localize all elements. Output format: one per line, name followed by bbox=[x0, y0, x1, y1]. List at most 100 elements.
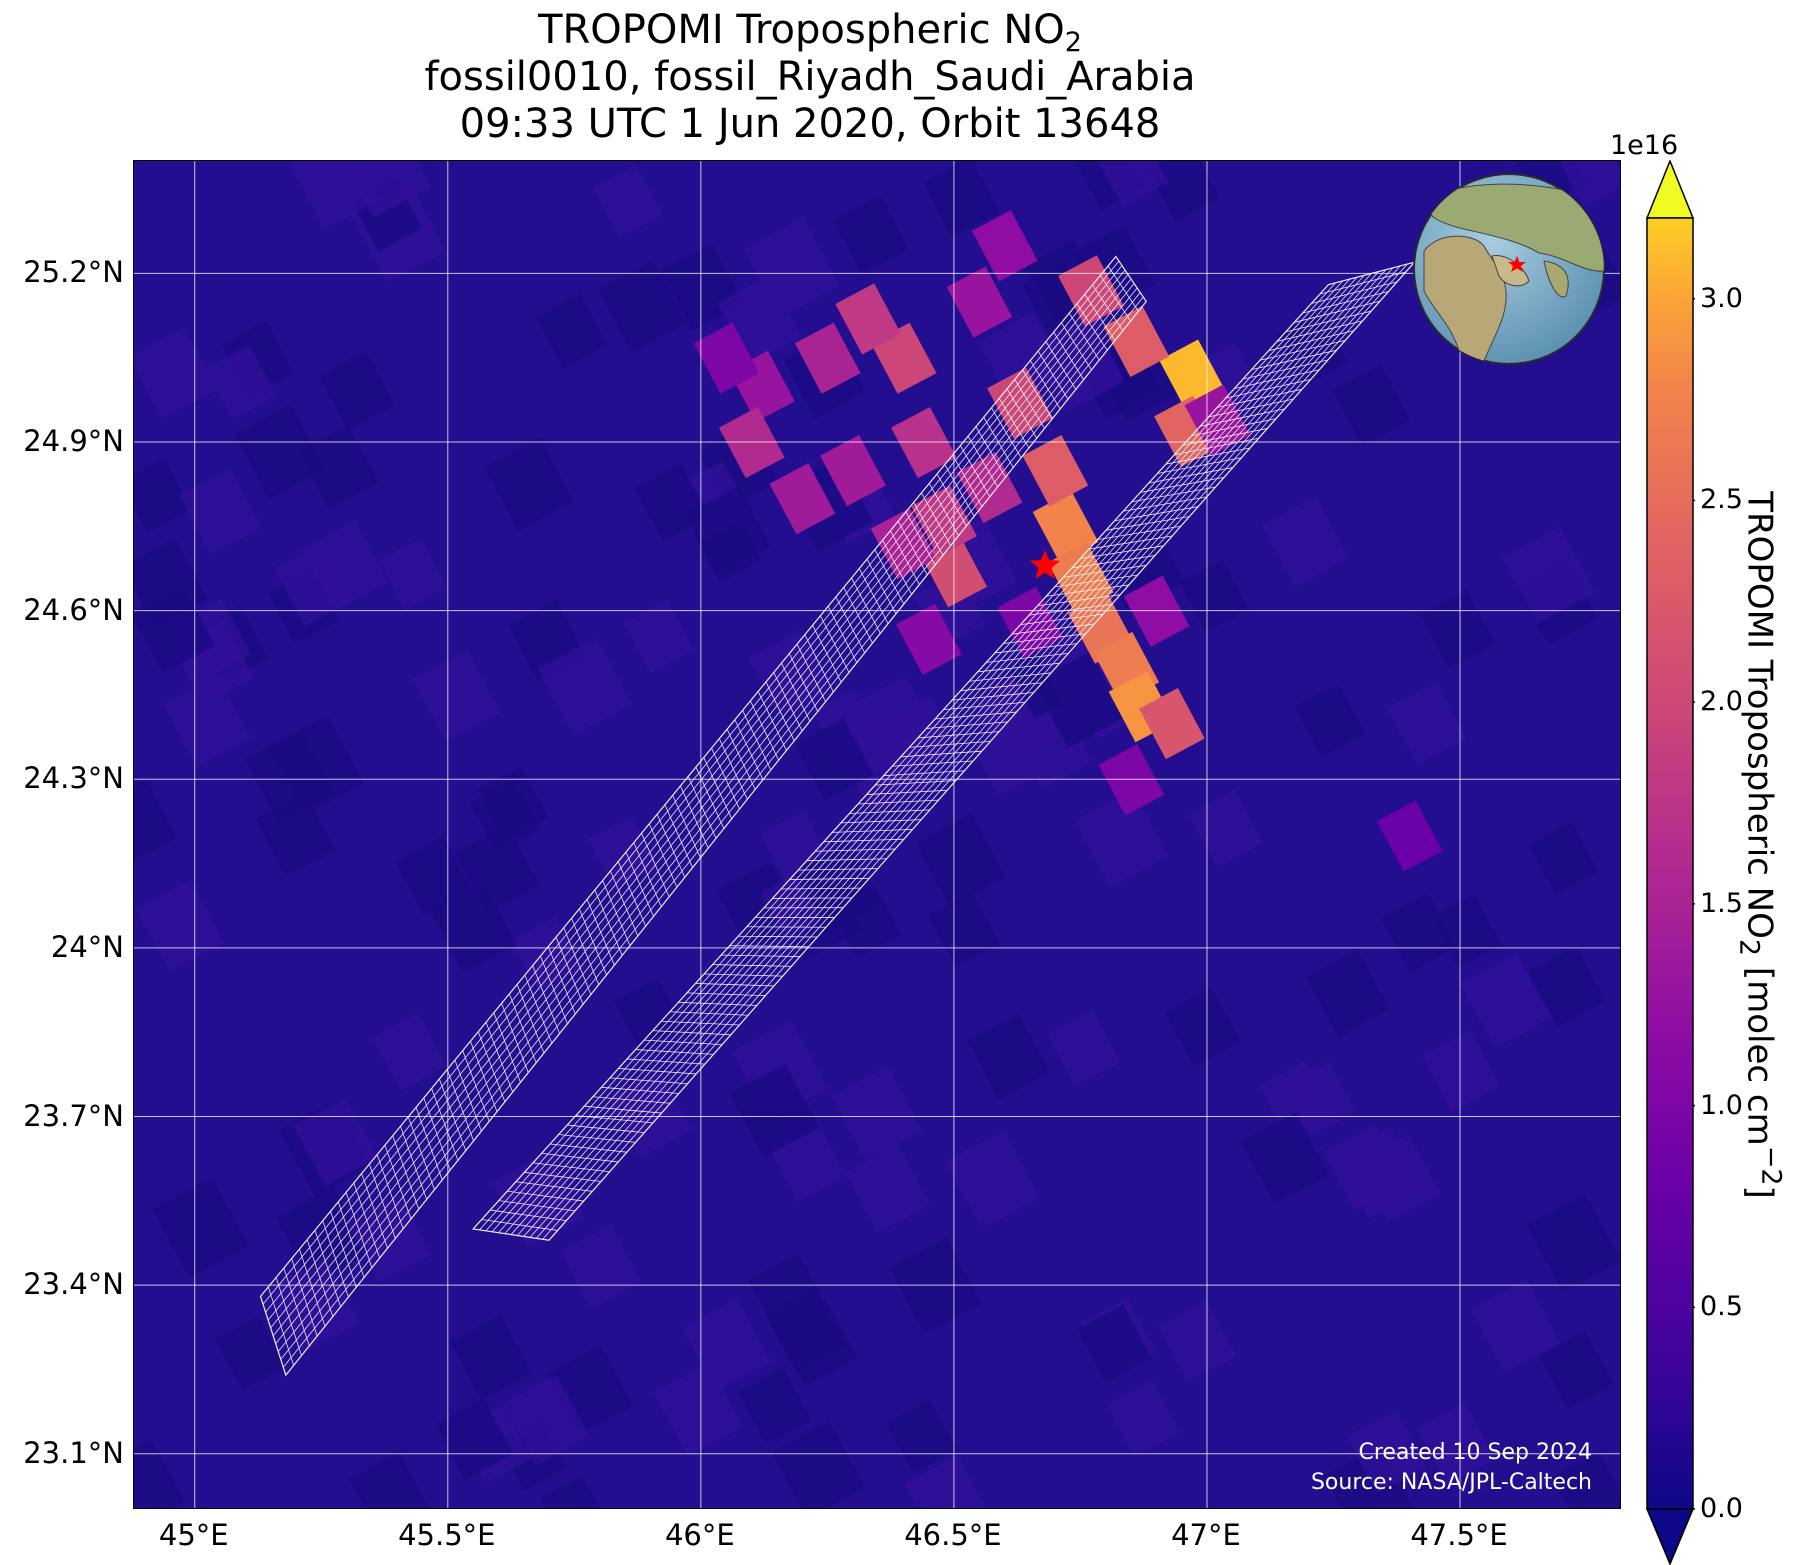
background-pixel bbox=[833, 195, 909, 275]
background-pixel bbox=[179, 468, 261, 554]
lon-tick-label: 45.5°E bbox=[398, 1518, 495, 1552]
background-pixel bbox=[967, 1013, 1049, 1099]
swath-line bbox=[603, 880, 630, 945]
swath-line bbox=[447, 1070, 473, 1141]
background-pixel bbox=[831, 1066, 922, 1161]
background-pixel bbox=[560, 1224, 641, 1309]
background-pixel bbox=[1529, 822, 1598, 894]
background-pixel bbox=[1381, 893, 1458, 973]
swath-line bbox=[828, 606, 857, 662]
swath-line bbox=[470, 1041, 497, 1111]
swath-line bbox=[424, 1098, 450, 1170]
credit-source: Source: NASA/JPL-Caltech bbox=[1311, 1468, 1592, 1498]
map-title-line2: fossil0010, fossil_Riyadh_Saudi_Arabia bbox=[0, 55, 1620, 99]
swath-line bbox=[836, 597, 865, 653]
colorbar-top-extend bbox=[1647, 161, 1693, 218]
swath-line bbox=[494, 1013, 521, 1082]
title-main: TROPOMI Tropospheric NO bbox=[538, 7, 1065, 53]
swath-line bbox=[572, 918, 599, 984]
lon-tick-label: 47°E bbox=[1171, 1518, 1241, 1552]
background-pixel bbox=[1188, 789, 1263, 867]
background-pixel bbox=[450, 1315, 532, 1400]
lon-tick-label: 47.5°E bbox=[1410, 1518, 1507, 1552]
lat-tick-label: 23.4°N bbox=[0, 1267, 124, 1301]
background-pixel bbox=[536, 294, 608, 369]
colorbar-label-main: TROPOMI Tropospheric NO bbox=[1740, 491, 1780, 939]
swath-line bbox=[408, 1117, 434, 1190]
swath-line bbox=[587, 899, 614, 965]
colorbar-body bbox=[1647, 218, 1693, 1509]
swath-line bbox=[432, 1088, 458, 1160]
background-pixel bbox=[1332, 364, 1410, 445]
swath-line bbox=[832, 829, 912, 832]
background-pixel bbox=[349, 1452, 430, 1509]
lat-tick-label: 24.3°N bbox=[0, 761, 124, 795]
swath-line bbox=[595, 890, 622, 956]
swath-line bbox=[463, 1051, 490, 1122]
background-pixel bbox=[845, 1144, 930, 1233]
colorbar-exponent: 1e16 bbox=[1610, 130, 1678, 161]
colorbar bbox=[1645, 160, 1695, 1565]
background-pixel bbox=[378, 538, 447, 610]
swath-line bbox=[502, 1003, 529, 1072]
background-pixel bbox=[916, 814, 1006, 908]
swath-line bbox=[509, 994, 536, 1063]
swath-line bbox=[517, 984, 544, 1053]
background-pixel bbox=[889, 1238, 981, 1334]
background-pixel bbox=[1165, 987, 1241, 1066]
swath-line bbox=[851, 578, 880, 633]
background-pixel bbox=[928, 892, 1000, 967]
background-pixel bbox=[1158, 1300, 1236, 1382]
background-pixel bbox=[319, 351, 395, 430]
swath-line bbox=[478, 1032, 505, 1102]
background-pixel bbox=[484, 438, 573, 531]
background-pixel bbox=[1262, 496, 1349, 587]
swath-line bbox=[455, 1060, 481, 1131]
background-pixel bbox=[1295, 683, 1366, 757]
colorbar-tick-label: 3.0 bbox=[1700, 284, 1743, 314]
globe-inset bbox=[1414, 174, 1604, 366]
lon-tick-label: 46.5°E bbox=[904, 1518, 1001, 1552]
map-canvas[interactable] bbox=[134, 161, 1621, 1509]
map-panel[interactable]: Created 10 Sep 2024 Source: NASA/JPL-Cal… bbox=[133, 160, 1621, 1509]
swath-line bbox=[400, 1126, 426, 1199]
lat-tick-label: 23.7°N bbox=[0, 1099, 124, 1133]
background-pixel bbox=[1180, 560, 1249, 632]
swath-line bbox=[750, 701, 778, 760]
swath-line bbox=[859, 569, 888, 624]
background-pixel bbox=[772, 1421, 866, 1509]
background-pixel bbox=[738, 1368, 811, 1444]
swath-line bbox=[559, 1135, 636, 1143]
colorbar-label-units: [molec cm bbox=[1740, 956, 1780, 1146]
background-pixel bbox=[136, 879, 224, 971]
colorbar-tick-label: 0.0 bbox=[1700, 1494, 1743, 1524]
background-pixel bbox=[946, 1130, 1040, 1228]
swath-line bbox=[579, 909, 606, 975]
no2-pixel bbox=[1023, 435, 1089, 506]
colorbar-label-end: ] bbox=[1740, 1186, 1780, 1199]
background-pixel bbox=[593, 165, 663, 238]
background-pixel bbox=[412, 650, 500, 742]
background-pixel bbox=[1422, 1030, 1500, 1112]
credit-created: Created 10 Sep 2024 bbox=[1311, 1438, 1592, 1468]
lat-tick-label: 23.1°N bbox=[0, 1436, 124, 1470]
lon-tick-label: 46°E bbox=[665, 1518, 735, 1552]
colorbar-tick-label: 0.5 bbox=[1700, 1292, 1743, 1322]
lat-tick-label: 24.6°N bbox=[0, 593, 124, 627]
swath-line bbox=[844, 587, 873, 643]
colorbar-label: TROPOMI Tropospheric NO2 [molec cm−2] bbox=[1734, 491, 1787, 1199]
background-pixel bbox=[1420, 590, 1495, 669]
lat-tick-label: 25.2°N bbox=[0, 255, 124, 289]
background-pixel bbox=[268, 1258, 359, 1353]
background-pixel bbox=[540, 1475, 609, 1509]
background-pixel bbox=[1306, 950, 1390, 1037]
background-pixel bbox=[134, 1440, 185, 1509]
map-title-line3: 09:33 UTC 1 Jun 2020, Orbit 13648 bbox=[0, 102, 1620, 146]
background-pixel bbox=[588, 816, 659, 890]
lon-tick-label: 45°E bbox=[159, 1518, 229, 1552]
background-pixel bbox=[215, 1316, 286, 1390]
swath-line bbox=[815, 849, 895, 851]
background-pixel bbox=[1387, 682, 1466, 765]
colorbar-label-sub: 2 bbox=[1734, 939, 1765, 956]
swath-line bbox=[743, 710, 771, 770]
